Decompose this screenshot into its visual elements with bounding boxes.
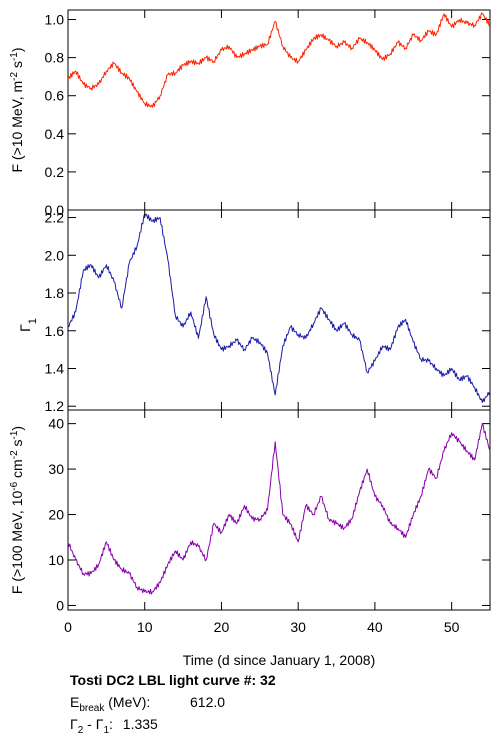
gamma-diff-value: 1.335 (122, 716, 158, 732)
caption-gamma-diff: Γ2 - Γ1: 1.335 (70, 716, 158, 736)
photon-index-ytick-label: 1.8 (45, 285, 65, 301)
flux-10mev-ytick-label: 1.0 (45, 12, 65, 28)
photon-index-ytick-label: 2.2 (45, 210, 65, 226)
time-xlabel: Time (d since January 1, 2008) (183, 652, 375, 668)
caption-title: Tosti DC2 LBL light curve #: 32 (70, 672, 276, 688)
time-xtick-label: 20 (214, 619, 230, 635)
flux-100mev-ytick-label: 0 (56, 597, 64, 613)
flux-100mev-panel: 0 10 20 30 40 0 10 20 30 40 50 F (>100 MeV, 10-6 … (9, 409, 491, 668)
flux-10mev-ytick-label: 0.0 (45, 202, 65, 218)
flux-100mev-ytick-label: 10 (48, 552, 64, 568)
time-xtick-label: 30 (290, 619, 306, 635)
time-xtick-label: 10 (137, 619, 153, 635)
ebreak-value: 612.0 (190, 694, 226, 710)
flux-10mev-ylabel: F (>10 MeV, m-2 s-1) (9, 47, 26, 172)
flux-100mev-series-line (67, 423, 491, 595)
flux-10mev-ytick-label: 0.6 (45, 88, 65, 104)
caption-ebreak: Ebreak (MeV): 612.0 (70, 694, 225, 714)
flux-10mev-ytick-label: 0.2 (45, 164, 65, 180)
flux-10mev-ytick-label: 0.8 (45, 50, 65, 66)
flux-10mev-ytick-label: 0.4 (45, 126, 65, 142)
flux-100mev-ytick-label: 40 (48, 416, 64, 432)
flux-100mev-ylabel: F (>100 MeV, 10-6 cm-2 s-1) (9, 426, 26, 594)
panel-frame (67, 9, 491, 211)
ebreak-label: Ebreak (MeV): (70, 694, 151, 714)
photon-index-ytick-label: 1.6 (45, 323, 65, 339)
photon-index-ytick-label: 1.2 (45, 398, 65, 414)
panel-frame (67, 209, 491, 411)
time-xtick-label: 40 (367, 619, 383, 635)
flux-100mev-ytick-label: 20 (48, 507, 64, 523)
flux-10mev-series-line (67, 12, 491, 108)
photon-index-panel: 1.2 1.4 1.6 1.8 2.0 2.2 Γ1 (17, 209, 491, 414)
panel-frame (67, 409, 491, 611)
gamma-diff-label: Γ2 - Γ1: (70, 716, 113, 736)
time-xtick-label: 0 (64, 619, 72, 635)
time-xtick-label: 50 (444, 619, 460, 635)
flux-100mev-ytick-label: 30 (48, 461, 64, 477)
photon-index-series-line (67, 213, 491, 403)
photon-index-ytick-label: 1.4 (45, 360, 65, 376)
flux-10mev-panel: 0.0 0.2 0.4 0.6 0.8 1.0 F (>10 MeV, m-2 s-1) (9, 9, 491, 218)
photon-index-ylabel: Γ1 (17, 318, 39, 332)
photon-index-ytick-label: 2.0 (45, 247, 65, 263)
